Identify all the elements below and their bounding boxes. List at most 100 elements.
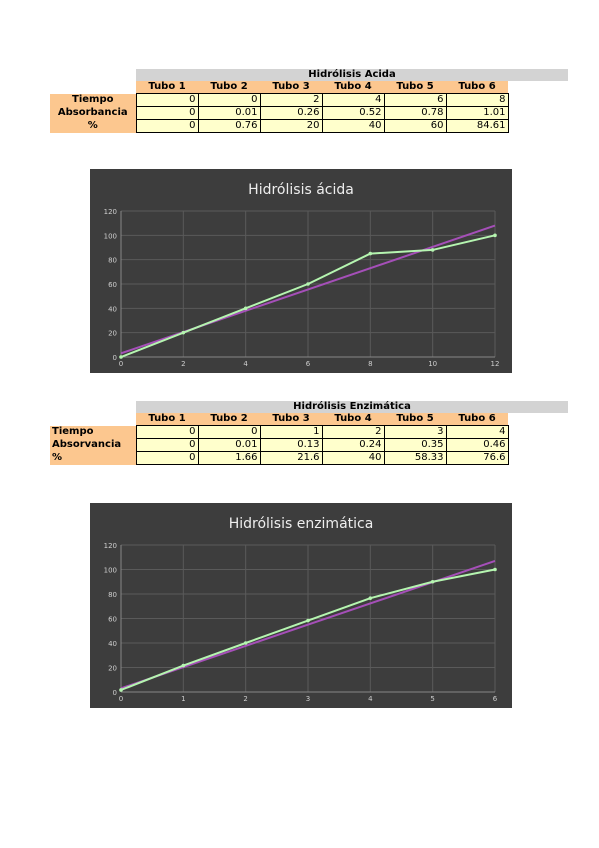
value-cell: 0 bbox=[135, 451, 199, 465]
y-tick-label: 60 bbox=[108, 281, 117, 289]
value-cell: 1.66 bbox=[197, 451, 261, 465]
column-header: Tubo 1 bbox=[136, 81, 198, 94]
value-cell: 2 bbox=[259, 93, 323, 107]
value-cell: 0 bbox=[197, 93, 261, 107]
y-tick-label: 80 bbox=[108, 257, 117, 265]
x-tick-label: 8 bbox=[368, 360, 372, 368]
value-cell: 0.26 bbox=[259, 106, 323, 120]
value-cell: 0.76 bbox=[197, 119, 261, 133]
value-cell: 76.6 bbox=[445, 451, 509, 465]
row-label: Tiempo bbox=[50, 425, 136, 439]
value-cell: 8 bbox=[445, 93, 509, 107]
data-point bbox=[430, 579, 435, 584]
row-label: % bbox=[50, 119, 136, 133]
chart-title: Hidrólisis enzimática bbox=[229, 516, 374, 532]
data-point bbox=[306, 282, 310, 286]
data-point bbox=[493, 567, 497, 572]
chart-hidrolisis-acida: Hidrólisis ácida 0 20 40 60 80 100 120 0 2 4 6 8 10 12 bbox=[90, 169, 512, 373]
table-row: Tiempo 0 0 2 4 6 8 bbox=[50, 93, 568, 107]
value-cell: 84.61 bbox=[445, 119, 509, 133]
y-tick-label: 20 bbox=[108, 665, 117, 673]
y-tick-label: 0 bbox=[113, 354, 117, 362]
table-title: Hidrólisis Acida bbox=[136, 69, 568, 81]
x-tick-label: 0 bbox=[119, 695, 123, 703]
data-point bbox=[368, 596, 373, 600]
column-header: Tubo 6 bbox=[446, 81, 508, 94]
table-row: Absorbancia 0 0.01 0.26 0.52 0.78 1.01 bbox=[50, 106, 568, 120]
x-tick-label: 12 bbox=[491, 360, 500, 368]
x-tick-label: 6 bbox=[493, 695, 498, 703]
value-cell: 21.6 bbox=[259, 451, 323, 465]
row-label: % bbox=[50, 451, 136, 465]
column-header: Tubo 4 bbox=[322, 413, 384, 426]
y-tick-label: 60 bbox=[108, 616, 117, 624]
x-tick-label: 3 bbox=[306, 695, 310, 703]
data-point bbox=[430, 248, 435, 252]
chart-svg: Hidrólisis ácida 0 20 40 60 80 100 120 0 2 4 6 8 10 12 bbox=[104, 182, 500, 368]
row-label: Absorbancia bbox=[50, 106, 136, 120]
value-cell: 1.01 bbox=[445, 106, 509, 120]
value-cell: 0.52 bbox=[321, 106, 385, 120]
y-tick-label: 100 bbox=[104, 232, 117, 240]
value-cell: 0 bbox=[135, 438, 199, 452]
column-header: Tubo 2 bbox=[198, 413, 260, 426]
column-header: Tubo 2 bbox=[198, 81, 260, 94]
table-hidrolisis-enzimatica: Hidrólisis Enzimática Tubo 1 Tubo 2 Tubo… bbox=[50, 401, 568, 465]
data-point bbox=[493, 233, 497, 238]
row-label: Tiempo bbox=[50, 93, 136, 107]
table-row: Absorvancia 0 0.01 0.13 0.24 0.35 0.46 bbox=[50, 438, 568, 452]
data-point bbox=[119, 355, 123, 359]
value-cell: 0 bbox=[135, 93, 199, 107]
value-cell: 4 bbox=[321, 93, 385, 107]
data-point bbox=[306, 618, 310, 623]
value-cell: 2 bbox=[321, 425, 385, 439]
value-cell: 40 bbox=[321, 451, 385, 465]
value-cell: 0.46 bbox=[445, 438, 509, 452]
value-cell: 0 bbox=[135, 425, 199, 439]
y-tick-label: 20 bbox=[108, 330, 117, 338]
value-cell: 0.24 bbox=[321, 438, 385, 452]
y-tick-label: 0 bbox=[113, 689, 117, 697]
y-tick-label: 40 bbox=[108, 640, 117, 648]
column-header: Tubo 3 bbox=[260, 81, 322, 94]
data-point bbox=[181, 330, 186, 335]
value-cell: 0.13 bbox=[259, 438, 323, 452]
y-tick-label: 100 bbox=[104, 567, 117, 575]
table-hidrolisis-acida: Hidrólisis Acida Tubo 1 Tubo 2 Tubo 3 Tu… bbox=[50, 69, 568, 133]
value-cell: 4 bbox=[445, 425, 509, 439]
value-cell: 3 bbox=[383, 425, 447, 439]
value-cell: 1 bbox=[259, 425, 323, 439]
column-header: Tubo 5 bbox=[384, 81, 446, 94]
table-row: % 0 1.66 21.6 40 58.33 76.6 bbox=[50, 451, 568, 465]
value-cell: 0 bbox=[197, 425, 261, 439]
data-point bbox=[243, 641, 248, 645]
table-row: Tiempo 0 0 1 2 3 4 bbox=[50, 425, 568, 439]
value-cell: 0 bbox=[135, 119, 199, 133]
value-cell: 0.78 bbox=[383, 106, 447, 120]
x-tick-label: 6 bbox=[306, 360, 311, 368]
value-cell: 0.35 bbox=[383, 438, 447, 452]
x-tick-label: 4 bbox=[368, 695, 373, 703]
x-tick-label: 2 bbox=[181, 360, 185, 368]
data-point bbox=[181, 663, 186, 668]
value-cell: 60 bbox=[383, 119, 447, 133]
y-tick-label: 120 bbox=[104, 208, 117, 216]
value-cell: 0 bbox=[135, 106, 199, 120]
chart-svg: Hidrólisis enzimática 0 20 40 60 80 100 120 0 1 2 3… bbox=[104, 516, 498, 703]
value-cell: 58.33 bbox=[383, 451, 447, 465]
chart-hidrolisis-enzimatica: Hidrólisis enzimática 0 20 40 60 80 100 120 0 1 2 3… bbox=[90, 503, 512, 708]
data-point bbox=[243, 306, 248, 311]
y-tick-label: 80 bbox=[108, 591, 117, 599]
row-label: Absorvancia bbox=[50, 438, 136, 452]
data-point bbox=[368, 251, 373, 256]
x-tick-label: 5 bbox=[430, 695, 434, 703]
value-cell: 40 bbox=[321, 119, 385, 133]
value-cell: 6 bbox=[383, 93, 447, 107]
data-point bbox=[119, 688, 123, 692]
column-header: Tubo 1 bbox=[136, 413, 198, 426]
column-header: Tubo 3 bbox=[260, 413, 322, 426]
table-row: % 0 0.76 20 40 60 84.61 bbox=[50, 119, 568, 133]
column-header: Tubo 6 bbox=[446, 413, 508, 426]
x-tick-label: 1 bbox=[181, 695, 185, 703]
column-header: Tubo 5 bbox=[384, 413, 446, 426]
